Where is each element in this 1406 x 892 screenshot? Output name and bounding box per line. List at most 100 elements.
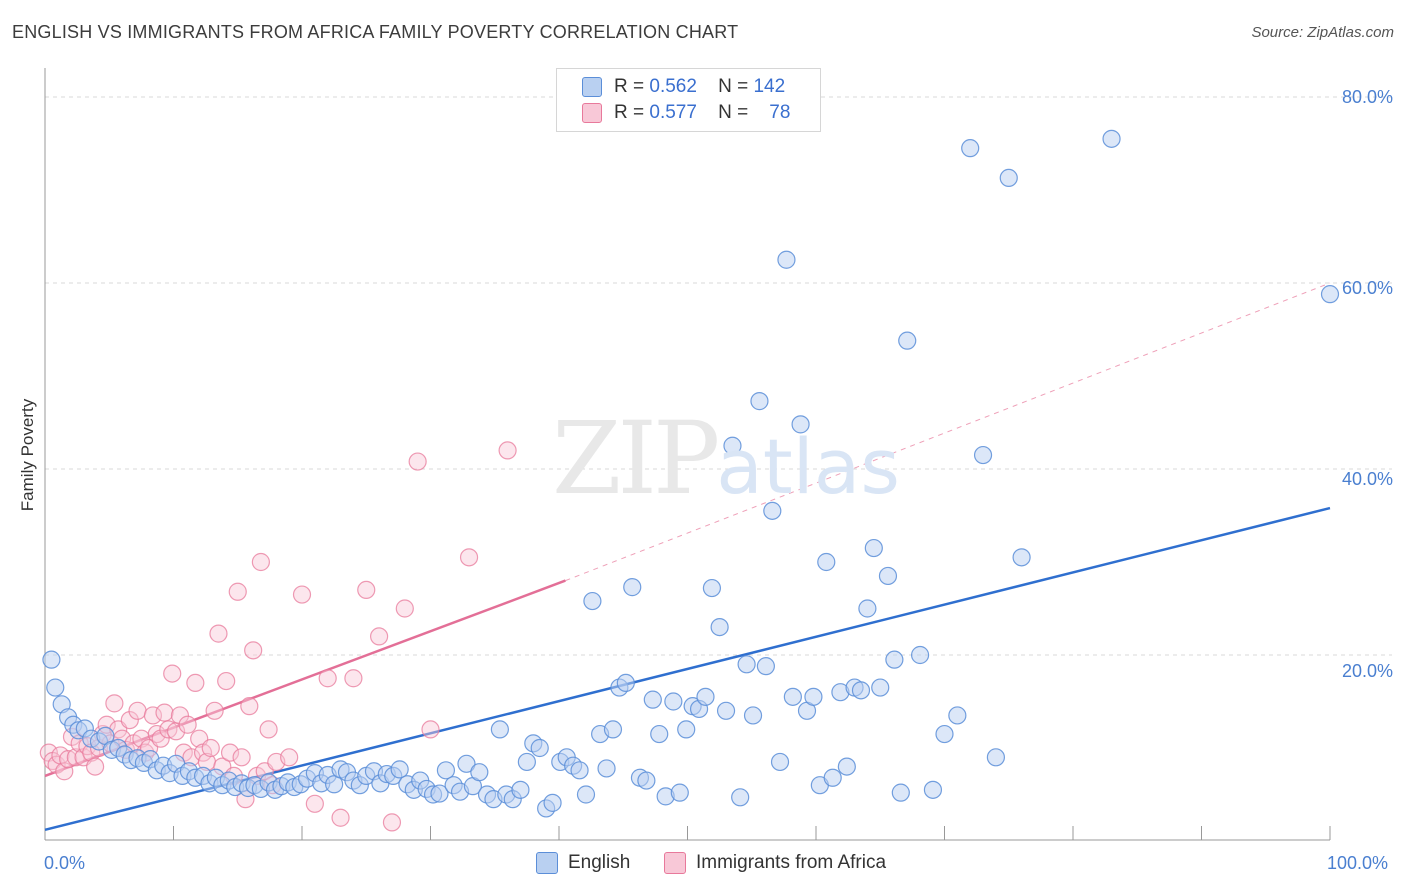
english-point	[603, 720, 623, 739]
english-point	[898, 331, 917, 350]
y-tick-label: 80.0%	[1341, 87, 1393, 107]
r-value: 0.577	[649, 102, 697, 123]
y-tick-label: 20.0%	[1341, 661, 1393, 681]
english-swatch	[582, 77, 602, 97]
english-point	[783, 687, 802, 706]
english-point	[576, 785, 596, 804]
r-value: 0.562	[649, 76, 697, 97]
english-legend-swatch	[536, 852, 558, 874]
africa-point	[232, 748, 251, 767]
africa-point	[55, 762, 74, 781]
english-point	[961, 139, 980, 158]
africa-point	[305, 794, 324, 813]
africa-point	[86, 757, 105, 776]
english-point	[623, 578, 642, 597]
english-point	[616, 673, 635, 693]
x-tick-label: 100.0%	[1327, 853, 1389, 873]
y-tick-label: 40.0%	[1341, 469, 1393, 489]
english-point	[670, 783, 689, 802]
english-point	[637, 771, 656, 790]
n-value: 142	[753, 76, 786, 97]
africa-point	[408, 452, 427, 471]
english-point	[878, 566, 898, 586]
africa-point	[220, 743, 240, 762]
source-label: Source: ZipAtlas.com	[1251, 24, 1394, 41]
africa-point	[357, 580, 376, 600]
africa-point	[259, 720, 278, 739]
africa-point	[201, 738, 220, 758]
english-point	[570, 761, 589, 780]
grid-lines	[45, 96, 1392, 656]
stats-legend: R = 0.562 N = 142 R = 0.577 N = 78	[556, 68, 821, 132]
africa-legend-label: Immigrants from Africa	[696, 852, 887, 873]
english-point	[817, 552, 836, 572]
chart-title: ENGLISH VS IMMIGRANTS FROM AFRICA FAMILY…	[12, 22, 739, 42]
english-point	[457, 754, 476, 773]
africa-point	[292, 585, 312, 604]
english-point	[986, 748, 1006, 767]
english-point	[756, 657, 775, 676]
africa-point	[228, 582, 247, 601]
n-label: N =	[718, 102, 749, 123]
africa-point	[459, 548, 479, 567]
english-point	[664, 692, 683, 711]
n-label: N =	[718, 76, 749, 97]
english-point	[948, 706, 967, 725]
english-point	[511, 780, 530, 799]
english-point	[763, 501, 782, 520]
english-point	[42, 650, 61, 669]
english-point	[1320, 285, 1340, 304]
english-point	[1012, 548, 1031, 567]
english-point	[650, 724, 669, 744]
legend-row-africa: R = 0.577 N = 78	[582, 101, 790, 125]
english-point	[430, 784, 449, 803]
english-legend-label: English	[568, 852, 631, 873]
english-point	[750, 392, 769, 411]
english-point	[1102, 129, 1121, 148]
english-point	[597, 759, 616, 778]
english-point	[723, 436, 742, 455]
english-point	[490, 720, 509, 739]
africa-trend-extension	[565, 282, 1331, 582]
africa-point	[105, 694, 124, 713]
legend-item-english[interactable]: English	[536, 852, 630, 874]
axes	[44, 68, 1331, 841]
english-point	[583, 591, 602, 611]
english-point	[804, 687, 823, 706]
english-point	[543, 793, 562, 812]
africa-point	[280, 748, 299, 767]
africa-point	[155, 703, 174, 722]
africa-point	[186, 673, 205, 693]
y-axis-label: Family Poverty	[18, 398, 37, 512]
english-point	[696, 687, 715, 706]
english-point	[46, 678, 65, 697]
english-point	[791, 415, 810, 434]
africa-point	[251, 552, 270, 572]
africa-point	[170, 706, 190, 725]
africa-point	[163, 664, 182, 683]
legend-item-africa[interactable]: Immigrants from Africa	[664, 852, 886, 874]
english-point	[390, 760, 409, 779]
y-tick-label: 60.0%	[1341, 278, 1393, 298]
english-point	[923, 780, 943, 799]
trend-lines	[44, 282, 1331, 832]
watermark: ZIPatlas	[552, 400, 900, 517]
english-point	[864, 538, 883, 558]
x-tick-label: 0.0%	[44, 853, 86, 873]
english-point	[837, 757, 856, 776]
english-point	[891, 783, 910, 802]
africa-point	[178, 715, 197, 734]
africa-point	[217, 671, 236, 691]
africa-point	[143, 706, 163, 725]
english-point	[851, 681, 871, 700]
english-point	[716, 701, 736, 720]
english-point	[470, 763, 489, 782]
english-point	[823, 768, 842, 787]
africa-point	[421, 720, 440, 739]
english-point	[710, 617, 729, 637]
english-point	[517, 752, 536, 772]
english-point	[677, 720, 696, 739]
africa-point	[498, 441, 517, 460]
africa-point	[120, 710, 139, 730]
